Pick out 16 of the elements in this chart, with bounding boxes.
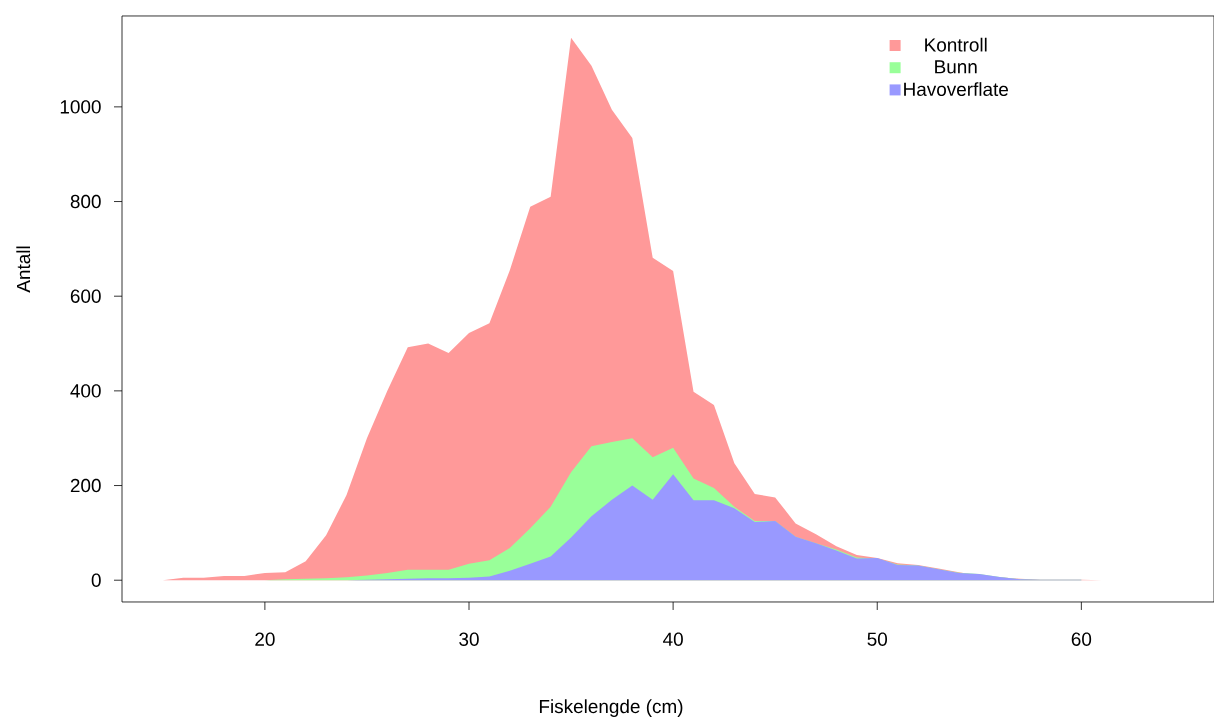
y-tick-label: 200 <box>70 478 101 493</box>
legend-label: Bunn <box>935 60 977 74</box>
y-tick-label: 800 <box>70 194 101 209</box>
x-tick-label: 60 <box>1071 632 1092 646</box>
y-tick-label: 1000 <box>60 100 101 114</box>
y-tick-label: 0 <box>91 573 101 587</box>
legend-label: Havoverflate <box>904 82 1009 97</box>
x-tick-label: 50 <box>867 632 888 646</box>
x-axis-title: Fiskelengde (cm) <box>539 699 683 717</box>
y-tick-label: 600 <box>70 289 101 303</box>
y-tick-label: 400 <box>70 384 101 398</box>
legend-label: Kontroll <box>925 37 987 52</box>
x-tick-label: 40 <box>663 632 683 646</box>
y-axis-title: Antall <box>16 246 31 293</box>
x-tick-label: 30 <box>459 632 479 646</box>
x-tick-label: 20 <box>255 632 275 646</box>
